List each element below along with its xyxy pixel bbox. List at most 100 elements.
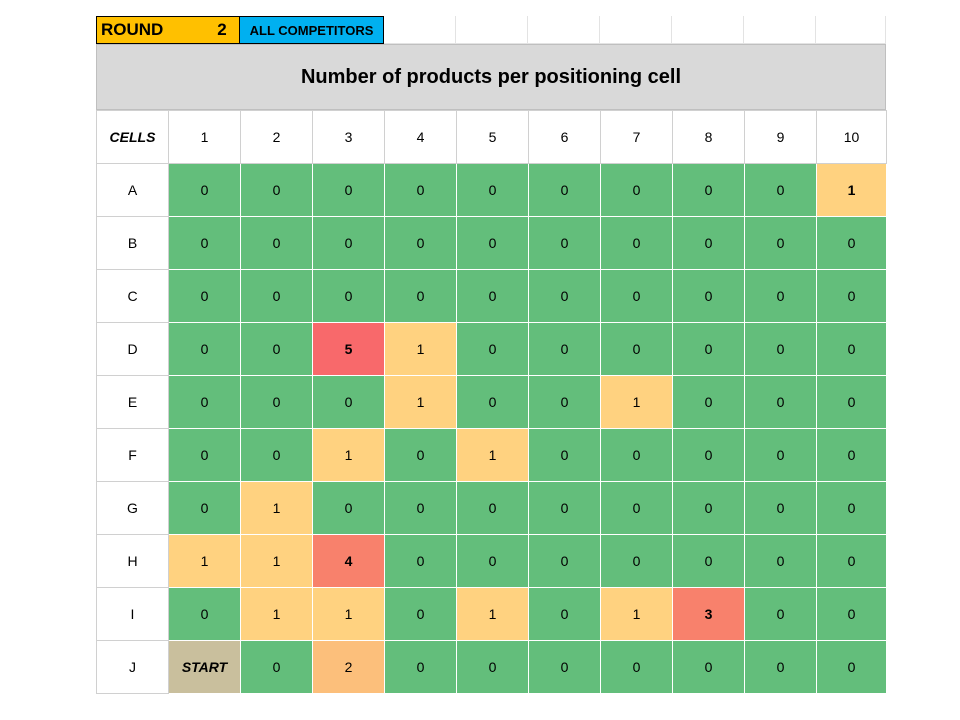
grid-cell[interactable]: 0 <box>528 428 601 482</box>
grid-cell[interactable]: 0 <box>456 269 529 323</box>
grid-cell[interactable]: 0 <box>744 163 817 217</box>
grid-cell[interactable]: 0 <box>600 428 673 482</box>
grid-cell[interactable]: 0 <box>384 534 457 588</box>
grid-cell[interactable]: 0 <box>312 375 385 429</box>
grid-cell[interactable]: 0 <box>528 640 601 694</box>
grid-cell[interactable]: 0 <box>240 640 313 694</box>
grid-cell[interactable]: 0 <box>744 269 817 323</box>
grid-cell[interactable]: 0 <box>528 534 601 588</box>
grid-cell[interactable]: 0 <box>384 481 457 535</box>
grid-cell[interactable]: 1 <box>384 375 457 429</box>
grid-cell[interactable]: 1 <box>456 428 529 482</box>
grid-cell[interactable]: 0 <box>240 428 313 482</box>
grid-cell[interactable]: 1 <box>312 428 385 482</box>
grid-cell[interactable]: 3 <box>672 587 745 641</box>
grid-cell[interactable]: 0 <box>672 534 745 588</box>
grid-cell[interactable]: 0 <box>384 428 457 482</box>
grid-cell[interactable]: 0 <box>600 640 673 694</box>
grid-cell[interactable]: 0 <box>744 481 817 535</box>
grid-cell[interactable]: 0 <box>816 428 887 482</box>
grid-cell[interactable]: 0 <box>240 269 313 323</box>
grid-cell[interactable]: 0 <box>600 322 673 376</box>
grid-cell[interactable]: 1 <box>240 534 313 588</box>
grid-cell[interactable]: 1 <box>312 587 385 641</box>
grid-cell[interactable]: 0 <box>528 587 601 641</box>
grid-cell[interactable]: 0 <box>744 322 817 376</box>
grid-cell[interactable]: 0 <box>816 481 887 535</box>
grid-cell[interactable]: 0 <box>384 163 457 217</box>
grid-cell[interactable]: 0 <box>600 163 673 217</box>
grid-cell[interactable]: 0 <box>672 163 745 217</box>
grid-cell[interactable]: 0 <box>168 481 241 535</box>
grid-cell[interactable]: 0 <box>600 269 673 323</box>
grid-cell[interactable]: 0 <box>312 163 385 217</box>
grid-cell[interactable]: 0 <box>384 640 457 694</box>
grid-cell[interactable]: 1 <box>600 375 673 429</box>
grid-cell[interactable]: 0 <box>744 375 817 429</box>
grid-cell[interactable]: 0 <box>816 640 887 694</box>
grid-cell[interactable]: 0 <box>528 481 601 535</box>
grid-cell[interactable]: 0 <box>168 163 241 217</box>
grid-cell[interactable]: 0 <box>456 216 529 270</box>
grid-cell[interactable]: 0 <box>528 163 601 217</box>
grid-cell[interactable]: 0 <box>456 375 529 429</box>
grid-cell[interactable]: 1 <box>168 534 241 588</box>
grid-cell[interactable]: 0 <box>168 216 241 270</box>
grid-cell[interactable]: 1 <box>240 587 313 641</box>
grid-cell[interactable]: 0 <box>672 322 745 376</box>
grid-cell[interactable]: 0 <box>672 269 745 323</box>
grid-cell[interactable]: 0 <box>672 481 745 535</box>
round-indicator[interactable]: ROUND 2 <box>96 16 240 44</box>
grid-cell[interactable]: 0 <box>312 216 385 270</box>
grid-cell[interactable]: 0 <box>744 216 817 270</box>
all-competitors-button[interactable]: ALL COMPETITORS <box>240 16 384 44</box>
grid-cell[interactable]: 0 <box>816 375 887 429</box>
grid-cell[interactable]: 0 <box>456 481 529 535</box>
grid-cell[interactable]: 0 <box>312 481 385 535</box>
grid-cell[interactable]: 0 <box>168 269 241 323</box>
grid-cell[interactable]: 0 <box>528 322 601 376</box>
grid-cell[interactable]: 0 <box>456 640 529 694</box>
grid-cell[interactable]: 0 <box>168 428 241 482</box>
grid-cell[interactable]: 0 <box>672 640 745 694</box>
grid-cell[interactable]: 0 <box>744 428 817 482</box>
grid-cell[interactable]: 0 <box>816 534 887 588</box>
grid-cell[interactable]: 0 <box>744 587 817 641</box>
grid-cell[interactable]: 0 <box>312 269 385 323</box>
grid-cell[interactable]: 1 <box>384 322 457 376</box>
grid-cell[interactable]: 0 <box>816 269 887 323</box>
grid-cell[interactable]: 0 <box>672 428 745 482</box>
grid-cell[interactable]: 0 <box>240 322 313 376</box>
grid-cell[interactable]: 0 <box>168 322 241 376</box>
grid-cell[interactable]: 0 <box>816 216 887 270</box>
grid-cell[interactable]: 0 <box>528 269 601 323</box>
grid-cell[interactable]: 0 <box>744 534 817 588</box>
grid-cell[interactable]: 0 <box>384 269 457 323</box>
grid-cell[interactable]: 0 <box>672 375 745 429</box>
grid-cell[interactable]: 0 <box>600 216 673 270</box>
grid-cell[interactable]: 0 <box>600 481 673 535</box>
grid-cell[interactable]: 1 <box>240 481 313 535</box>
grid-cell[interactable]: 0 <box>816 322 887 376</box>
grid-cell[interactable]: 0 <box>456 534 529 588</box>
grid-cell[interactable]: 0 <box>816 587 887 641</box>
grid-cell[interactable]: 4 <box>312 534 385 588</box>
grid-cell[interactable]: 0 <box>600 534 673 588</box>
grid-cell[interactable]: 1 <box>456 587 529 641</box>
grid-cell[interactable]: 0 <box>456 163 529 217</box>
grid-cell[interactable]: 0 <box>384 216 457 270</box>
grid-cell[interactable]: 2 <box>312 640 385 694</box>
grid-cell[interactable]: 0 <box>744 640 817 694</box>
grid-cell[interactable]: 0 <box>240 163 313 217</box>
grid-cell[interactable]: 0 <box>168 375 241 429</box>
grid-cell[interactable]: 1 <box>600 587 673 641</box>
grid-cell[interactable]: 0 <box>528 216 601 270</box>
grid-cell[interactable]: 0 <box>240 375 313 429</box>
grid-cell[interactable]: 0 <box>384 587 457 641</box>
grid-cell[interactable]: 5 <box>312 322 385 376</box>
grid-cell[interactable]: 0 <box>456 322 529 376</box>
grid-cell[interactable]: 0 <box>672 216 745 270</box>
grid-cell[interactable]: 0 <box>528 375 601 429</box>
grid-cell[interactable]: 0 <box>168 587 241 641</box>
grid-cell[interactable]: 0 <box>240 216 313 270</box>
